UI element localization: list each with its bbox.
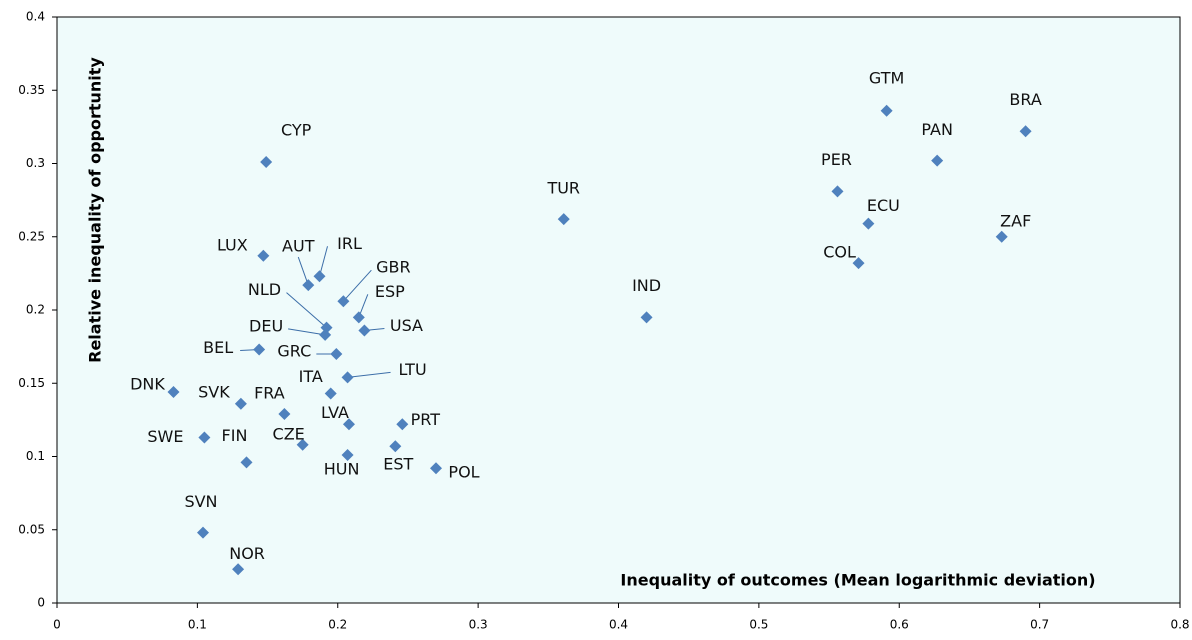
- point-label: COL: [823, 243, 856, 262]
- point: [341, 449, 354, 462]
- y-tick-label: 0.35: [18, 83, 45, 97]
- point-label: PRT: [411, 410, 441, 429]
- point-label: FIN: [222, 426, 248, 445]
- point: [352, 311, 365, 324]
- point: [198, 431, 211, 444]
- point: [257, 249, 270, 262]
- x-tick-label: 0.1: [188, 618, 207, 632]
- y-tick-label: 0.05: [18, 522, 45, 536]
- point: [430, 462, 443, 475]
- point-label: NLD: [248, 280, 281, 299]
- point: [324, 387, 337, 400]
- y-tick-label: 0.25: [18, 229, 45, 243]
- point: [330, 347, 343, 360]
- point-label: DEU: [249, 316, 283, 335]
- point-label: GBR: [376, 258, 411, 277]
- point: [260, 156, 273, 169]
- point: [640, 311, 653, 324]
- x-tick-label: 0.7: [1030, 618, 1049, 632]
- plot-area: [56, 16, 1181, 604]
- point-label: IRL: [337, 234, 362, 253]
- point: [557, 213, 570, 226]
- point-label: AUT: [282, 237, 315, 256]
- point: [1019, 125, 1032, 138]
- point-label: NOR: [229, 544, 265, 563]
- point: [342, 418, 355, 431]
- point-label: TUR: [546, 179, 580, 198]
- leader-line: [288, 328, 326, 336]
- leader-line: [342, 269, 372, 302]
- point-label: LUX: [217, 235, 248, 254]
- point-label: SWE: [147, 427, 183, 446]
- point: [337, 295, 350, 308]
- point-label: HUN: [324, 460, 360, 479]
- x-tick-label: 0.2: [328, 618, 347, 632]
- y-tick-label: 0: [37, 596, 45, 610]
- point-label: LTU: [398, 360, 426, 379]
- point-label: USA: [390, 316, 423, 335]
- point-label: DNK: [130, 375, 165, 394]
- x-tick-label: 0.5: [749, 618, 768, 632]
- point-label: ECU: [867, 196, 900, 215]
- y-tick-label: 0.3: [26, 156, 45, 170]
- point-label: CZE: [273, 424, 305, 443]
- point: [302, 279, 315, 292]
- point-label: ESP: [375, 282, 405, 301]
- point-label: BEL: [203, 338, 233, 357]
- point-label: LVA: [321, 403, 349, 422]
- point: [319, 328, 332, 341]
- point: [396, 418, 409, 431]
- point-label: CYP: [281, 121, 312, 140]
- y-axis-label: Relative inequality of opportunity: [86, 57, 105, 363]
- x-tick-label: 0.3: [469, 618, 488, 632]
- y-tick-label: 0.2: [26, 303, 45, 317]
- x-axis-label: Inequality of outcomes (Mean logarithmic…: [620, 571, 1095, 590]
- point: [880, 104, 893, 117]
- point: [862, 217, 875, 230]
- point-label: POL: [448, 463, 479, 482]
- leader-line: [347, 371, 391, 378]
- point: [167, 386, 180, 399]
- point-label: SVK: [198, 382, 230, 401]
- point-label: EST: [383, 455, 413, 474]
- point-label: SVN: [184, 492, 217, 511]
- x-tick-label: 0.8: [1170, 618, 1189, 632]
- point: [296, 438, 309, 451]
- leader-line: [319, 246, 328, 277]
- leader-line: [286, 292, 327, 328]
- point-label: ITA: [299, 367, 323, 386]
- point: [234, 397, 247, 410]
- point: [995, 230, 1008, 243]
- point-label: GTM: [869, 68, 904, 87]
- point-label: IND: [632, 276, 661, 295]
- y-tick-label: 0.1: [26, 449, 45, 463]
- point-label: GRC: [277, 341, 311, 360]
- point-label: ZAF: [1000, 211, 1031, 230]
- point-label: PAN: [921, 120, 953, 139]
- x-tick-label: 0.4: [609, 618, 628, 632]
- point: [232, 563, 245, 576]
- x-tick-label: 0: [53, 618, 61, 632]
- point: [196, 526, 209, 539]
- point: [240, 456, 253, 469]
- point: [358, 324, 371, 337]
- point: [831, 185, 844, 198]
- point: [389, 440, 402, 453]
- point: [852, 257, 865, 270]
- point: [278, 408, 291, 421]
- y-tick-label: 0.15: [18, 376, 45, 390]
- point: [931, 154, 944, 167]
- leader-line: [297, 256, 309, 286]
- point-label: FRA: [254, 384, 285, 403]
- point-label: BRA: [1009, 90, 1041, 109]
- point-label: PER: [821, 150, 852, 169]
- point: [253, 343, 266, 356]
- point: [341, 371, 354, 384]
- point: [313, 270, 326, 283]
- y-tick-label: 0.4: [26, 10, 45, 24]
- x-tick-label: 0.6: [890, 618, 909, 632]
